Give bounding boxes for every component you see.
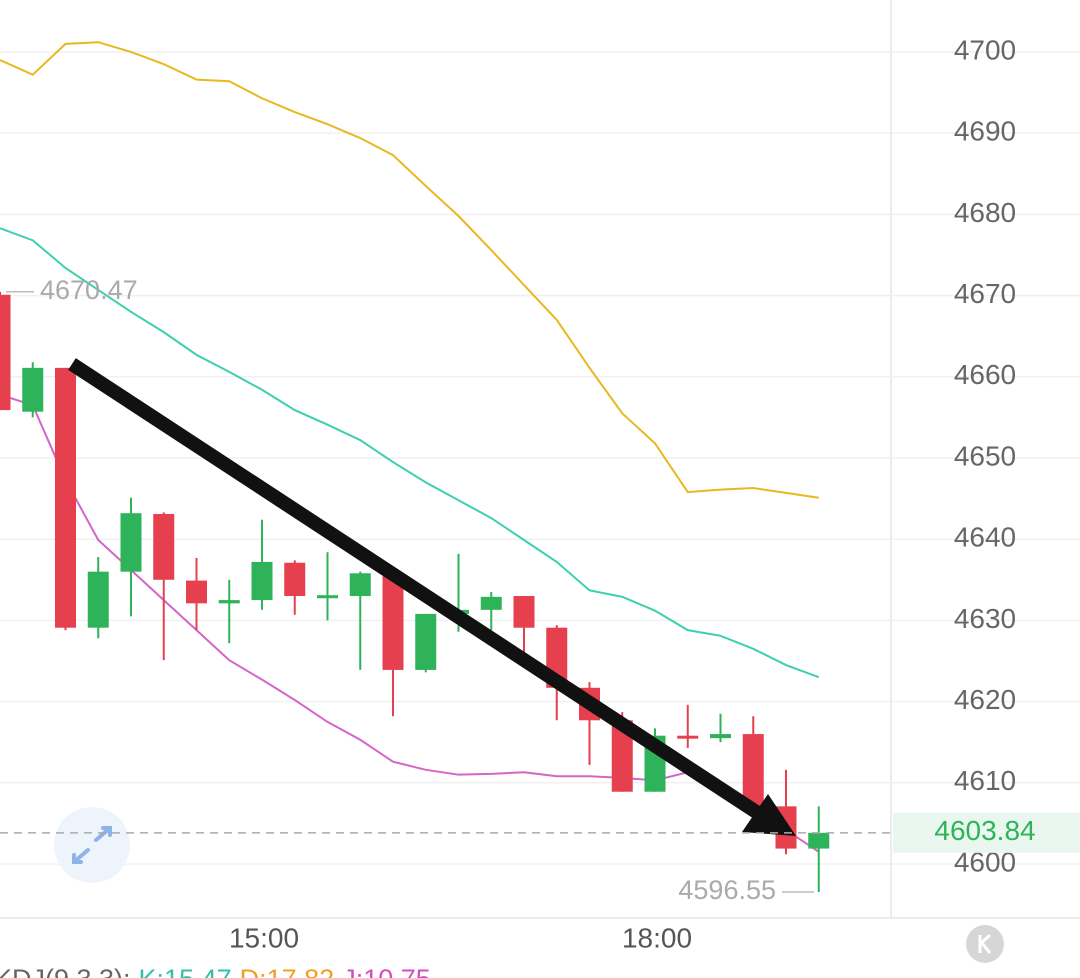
y-tick-label: 4700: [954, 34, 1016, 65]
kdj-indicator: KDJ(9,3,3): K:15.47 D:17.82 J:10.75: [0, 964, 431, 978]
x-tick-label: 18:00: [622, 922, 692, 953]
candle-body: [415, 613, 437, 670]
y-tick-label: 4640: [954, 522, 1016, 553]
low-label: 4596.55: [678, 875, 776, 905]
expand-icon[interactable]: [72, 826, 112, 864]
candle-body: [513, 596, 535, 628]
candle-body: [0, 294, 11, 411]
candle-body: [742, 734, 764, 807]
kdj-value: D:17.82: [240, 964, 335, 978]
x-tick-label: 15:00: [229, 922, 299, 953]
candle-body: [251, 561, 273, 601]
y-tick-label: 4690: [954, 116, 1016, 147]
candle-body: [22, 367, 44, 412]
candle-body: [186, 580, 207, 604]
expand-button[interactable]: [54, 807, 130, 883]
expand-bg[interactable]: [54, 807, 130, 883]
trend-arrow-head: [742, 794, 796, 836]
ma-line: [0, 393, 820, 853]
y-tick-label: 4680: [954, 197, 1016, 228]
candle-body: [808, 832, 830, 849]
candle-body: [153, 514, 175, 580]
last-price-box: [893, 812, 1080, 853]
y-tick-label: 4670: [954, 278, 1016, 309]
ma-line: [0, 227, 820, 679]
candle-body: [55, 367, 76, 628]
candle-body: [349, 573, 371, 597]
labels: 4600461046204630464046504660467046804690…: [0, 34, 1080, 953]
kdj-label: KDJ(9,3,3):: [0, 964, 131, 978]
candle-body: [87, 571, 109, 628]
candle-body: [284, 562, 306, 597]
y-tick-label: 4650: [954, 440, 1016, 471]
k-button[interactable]: [966, 925, 1004, 963]
candle-body: [218, 600, 240, 604]
ma-line: [0, 41, 819, 499]
y-tick-label: 4660: [954, 359, 1016, 390]
candle-body: [677, 735, 699, 739]
kdj-value: K:15.47: [139, 964, 232, 978]
y-tick-label: 4610: [954, 765, 1016, 796]
y-tick-label: 4630: [954, 603, 1016, 634]
candle-body: [480, 596, 502, 610]
candle-body: [611, 720, 633, 792]
candle-body: [710, 734, 731, 739]
last-price-label: 4603.84: [934, 815, 1035, 846]
high-label: 4670.47: [40, 275, 138, 305]
kdj-value: J:10.75: [342, 964, 431, 978]
trend-arrow-shaft: [68, 358, 774, 827]
candle-body: [382, 573, 404, 670]
k-icon[interactable]: [978, 933, 992, 954]
grid: [0, 51, 1080, 865]
candle-body: [317, 595, 338, 599]
ma-lines: [0, 41, 820, 853]
k-button-bg[interactable]: [966, 925, 1004, 963]
y-tick-label: 4620: [954, 684, 1016, 715]
candle-body: [120, 513, 142, 572]
